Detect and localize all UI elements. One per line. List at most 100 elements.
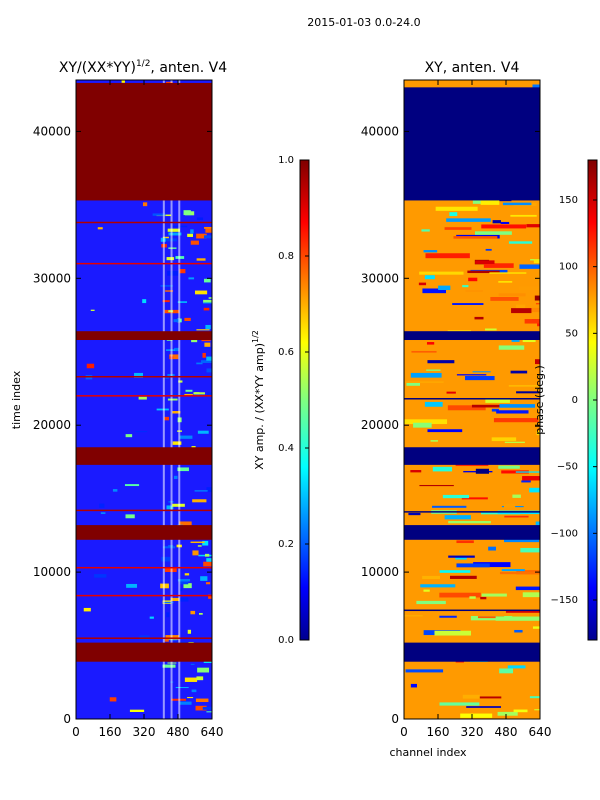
texture-streak xyxy=(504,441,525,444)
texture-streak xyxy=(508,385,540,387)
texture-streak xyxy=(534,525,540,528)
heatmap-band xyxy=(76,447,212,465)
texture-streak xyxy=(194,290,208,295)
texture-streak xyxy=(198,612,203,615)
heatmap-line xyxy=(404,398,540,400)
texture-streak xyxy=(94,574,107,578)
texture-streak xyxy=(536,430,540,436)
texture-streak xyxy=(483,263,514,268)
texture-streak xyxy=(515,304,526,310)
texture-streak xyxy=(205,324,211,330)
panel-phase-bands xyxy=(404,87,540,662)
texture-streak xyxy=(160,285,173,287)
texture-streak xyxy=(472,371,491,373)
texture-streak xyxy=(533,259,540,264)
texture-streak xyxy=(520,547,540,553)
texture-streak xyxy=(455,464,489,467)
texture-streak xyxy=(152,213,166,216)
texture-streak xyxy=(410,683,417,688)
colorbar-tick-label: 0.6 xyxy=(278,347,294,358)
x-tick-label: 480 xyxy=(495,725,518,739)
texture-streak xyxy=(423,250,438,253)
texture-streak xyxy=(492,220,501,224)
texture-streak xyxy=(513,709,528,713)
texture-streak xyxy=(149,616,154,619)
y-tick-label: 30000 xyxy=(33,271,71,285)
texture-streak xyxy=(191,337,198,343)
texture-streak xyxy=(206,368,212,373)
texture-streak xyxy=(83,607,91,612)
texture-streak xyxy=(439,570,471,573)
texture-streak xyxy=(413,422,432,428)
heatmap-line xyxy=(404,609,540,612)
texture-streak xyxy=(539,666,540,671)
texture-streak xyxy=(121,80,125,83)
texture-streak xyxy=(516,391,540,394)
texture-streak xyxy=(522,592,540,598)
texture-streak xyxy=(206,558,212,562)
texture-streak xyxy=(164,416,170,421)
texture-streak xyxy=(448,555,475,558)
texture-streak xyxy=(124,484,140,487)
texture-streak xyxy=(177,597,189,602)
texture-streak xyxy=(192,550,199,556)
texture-streak xyxy=(135,431,148,433)
texture-streak xyxy=(475,260,495,264)
y-tick-label: 10000 xyxy=(361,565,399,579)
texture-streak xyxy=(524,319,540,324)
texture-streak xyxy=(491,408,499,412)
heatmap-band xyxy=(404,447,540,465)
texture-streak xyxy=(467,270,500,274)
texture-streak xyxy=(504,515,529,518)
texture-streak xyxy=(426,342,435,345)
texture-streak xyxy=(204,226,212,229)
panel-phase-x-axis: 0 160 320 480 640 xyxy=(400,80,551,739)
texture-streak xyxy=(526,224,540,228)
texture-streak xyxy=(196,362,203,365)
texture-streak xyxy=(427,429,463,433)
texture-streak xyxy=(125,514,135,519)
texture-streak xyxy=(190,663,195,665)
texture-streak xyxy=(197,667,210,673)
y-tick-label: 30000 xyxy=(361,271,399,285)
texture-streak xyxy=(534,295,540,301)
texture-streak xyxy=(505,610,540,613)
texture-streak xyxy=(427,360,455,364)
texture-streak xyxy=(200,360,212,363)
texture-streak xyxy=(196,233,207,239)
texture-streak xyxy=(196,329,210,331)
texture-streak xyxy=(456,540,474,544)
texture-streak xyxy=(198,554,212,557)
texture-streak xyxy=(404,419,448,425)
heatmap-band xyxy=(404,642,540,662)
texture-streak xyxy=(165,81,173,84)
texture-streak xyxy=(134,372,144,378)
texture-streak xyxy=(420,584,456,588)
texture-streak xyxy=(205,582,211,585)
texture-streak xyxy=(473,562,511,568)
texture-streak xyxy=(404,615,423,617)
heatmap-line xyxy=(404,511,540,513)
texture-streak xyxy=(162,546,176,549)
texture-streak xyxy=(474,316,484,320)
texture-streak xyxy=(187,233,193,237)
texture-streak xyxy=(206,356,212,361)
x-tick-label: 480 xyxy=(167,725,190,739)
heatmap-band xyxy=(76,331,212,341)
texture-streak xyxy=(190,229,194,234)
texture-streak xyxy=(462,285,469,288)
texture-streak xyxy=(161,556,171,562)
x-tick-label: 160 xyxy=(99,725,122,739)
texture-streak xyxy=(178,380,183,383)
colorbar-amplitude-bar xyxy=(299,159,310,641)
texture-streak xyxy=(90,309,95,311)
heatmap-band xyxy=(404,87,540,201)
texture-streak xyxy=(468,277,478,282)
texture-streak xyxy=(422,288,447,294)
texture-streak xyxy=(532,84,540,89)
colorbar-tick-label: 1.0 xyxy=(278,155,294,166)
texture-streak xyxy=(515,586,540,591)
texture-streak xyxy=(448,521,491,524)
y-tick-label: 40000 xyxy=(361,124,399,138)
